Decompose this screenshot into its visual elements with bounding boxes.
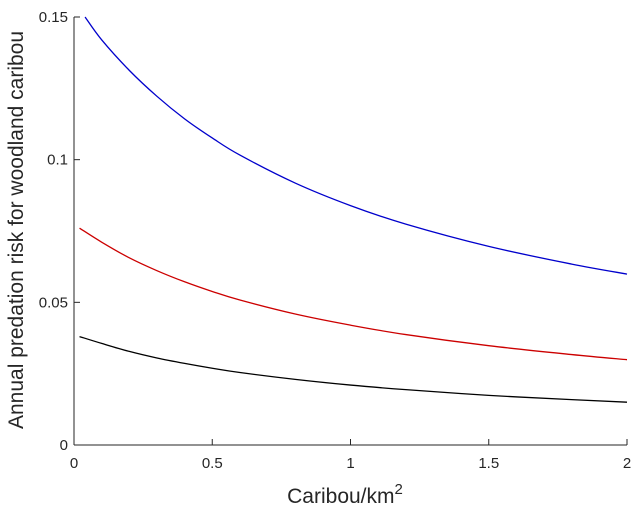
y-tick-label: 0.05 xyxy=(39,294,68,311)
x-axis-title: Caribou/km2 xyxy=(287,481,403,508)
y-tick-label: 0.15 xyxy=(39,9,68,26)
x-tick-label: 0.5 xyxy=(202,455,223,472)
series-line-3 xyxy=(79,335,628,403)
axes-layer: 0 0.5 1 1.5 2 0 0.05 0.1 0.15 xyxy=(39,9,631,472)
x-tick-label: 1 xyxy=(346,455,354,472)
y-axis-title: Annual predation risk for woodland carib… xyxy=(5,31,28,429)
x-axis-title-text: Caribou/km xyxy=(287,485,394,508)
x-tick-label: 2 xyxy=(623,455,631,472)
plot-area xyxy=(74,17,627,445)
plot-background xyxy=(74,17,627,445)
series-line-1 xyxy=(84,16,628,275)
series-layer xyxy=(79,16,628,403)
series-line-2 xyxy=(79,227,628,361)
x-tick-label: 1.5 xyxy=(478,455,499,472)
y-tick-label: 0 xyxy=(60,437,68,454)
x-tick-label: 0 xyxy=(70,455,78,472)
y-tick-label: 0.1 xyxy=(47,152,68,169)
x-axis-title-superscript: 2 xyxy=(395,481,403,498)
